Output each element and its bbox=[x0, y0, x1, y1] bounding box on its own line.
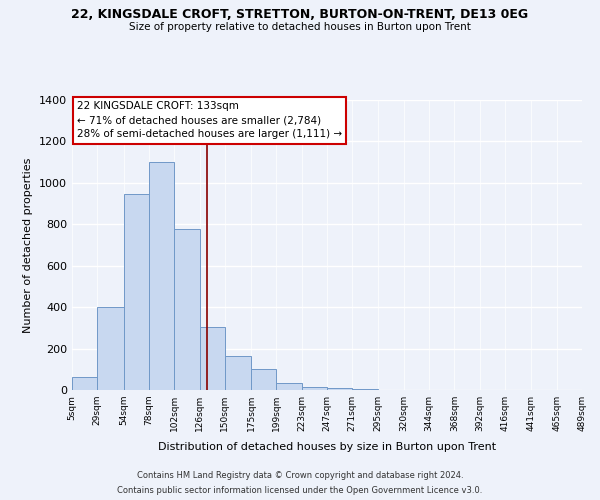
Text: Contains public sector information licensed under the Open Government Licence v3: Contains public sector information licen… bbox=[118, 486, 482, 495]
Bar bbox=[97, 307, 124, 390]
Y-axis label: Number of detached properties: Number of detached properties bbox=[23, 158, 34, 332]
Text: Distribution of detached houses by size in Burton upon Trent: Distribution of detached houses by size … bbox=[158, 442, 496, 452]
Text: Contains HM Land Registry data © Crown copyright and database right 2024.: Contains HM Land Registry data © Crown c… bbox=[137, 471, 463, 480]
Text: 22, KINGSDALE CROFT, STRETTON, BURTON-ON-TRENT, DE13 0EG: 22, KINGSDALE CROFT, STRETTON, BURTON-ON… bbox=[71, 8, 529, 20]
Bar bbox=[174, 230, 199, 390]
Bar bbox=[199, 327, 225, 390]
Bar bbox=[327, 388, 352, 390]
Bar bbox=[124, 194, 149, 390]
Bar bbox=[225, 356, 251, 390]
Bar bbox=[302, 387, 327, 390]
Bar bbox=[277, 383, 302, 390]
Bar bbox=[149, 162, 174, 390]
Bar bbox=[251, 370, 277, 390]
Text: Size of property relative to detached houses in Burton upon Trent: Size of property relative to detached ho… bbox=[129, 22, 471, 32]
Text: 22 KINGSDALE CROFT: 133sqm
← 71% of detached houses are smaller (2,784)
28% of s: 22 KINGSDALE CROFT: 133sqm ← 71% of deta… bbox=[77, 102, 342, 140]
Bar bbox=[352, 389, 377, 390]
Bar bbox=[72, 376, 97, 390]
